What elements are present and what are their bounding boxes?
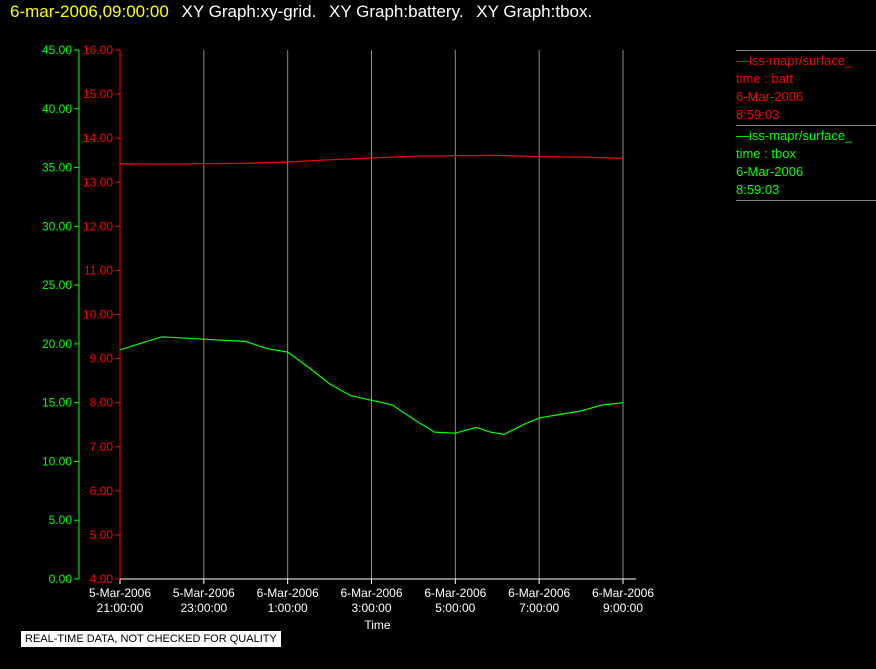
y-tick-label: 14.00 — [83, 131, 113, 145]
x-tick-label-time: 23:00:00 — [180, 601, 227, 615]
legend-series-date: 6-Mar-2006 — [736, 163, 876, 181]
y-tick-label: 8.00 — [90, 396, 114, 410]
y-tick-label: 13.00 — [83, 175, 113, 189]
x-tick-label-date: 6-Mar-2006 — [424, 586, 486, 600]
x-tick-label-date: 5-Mar-2006 — [173, 586, 235, 600]
y-tick-label: 16.00 — [83, 43, 113, 57]
x-tick-label-date: 6-Mar-2006 — [592, 586, 654, 600]
legend-series-name: —iss-mapr/surface_ — [736, 52, 876, 70]
x-tick-label-date: 6-Mar-2006 — [257, 586, 319, 600]
x-tick-label-time: 3:00:00 — [351, 601, 391, 615]
y-tick-label: 25.00 — [42, 278, 72, 292]
legend-series-time: 8:59:03 — [736, 106, 876, 124]
y-tick-label: 30.00 — [42, 219, 72, 233]
legend-entry-tbox[interactable]: —iss-mapr/surface_ time : tbox 6-Mar-200… — [736, 125, 876, 201]
y-tick-label: 0.00 — [49, 572, 73, 586]
y-tick-label: 4.00 — [90, 572, 114, 586]
y-tick-label: 11.00 — [84, 263, 113, 277]
y-tick-label: 10.00 — [83, 308, 113, 322]
y-tick-label: 5.00 — [90, 528, 114, 542]
y-tick-label: 12.00 — [83, 219, 113, 233]
x-tick-label-time: 5:00:00 — [435, 601, 475, 615]
legend-series-date: 6-Mar-2006 — [736, 88, 876, 106]
x-tick-label-date: 6-Mar-2006 — [508, 586, 570, 600]
x-tick-label-time: 21:00:00 — [97, 601, 144, 615]
x-tick-label-date: 6-Mar-2006 — [340, 586, 402, 600]
y-tick-label: 20.00 — [42, 337, 72, 351]
legend-series-time: 8:59:03 — [736, 181, 876, 199]
y-tick-label: 5.00 — [49, 513, 73, 527]
legend: —iss-mapr/surface_ time : batt 6-Mar-200… — [736, 50, 876, 201]
y-tick-label: 10.00 — [42, 454, 72, 468]
legend-series-vars: time : tbox — [736, 145, 876, 163]
x-tick-label-time: 7:00:00 — [519, 601, 559, 615]
y-tick-label: 15.00 — [42, 396, 72, 410]
y-tick-label: 45.00 — [42, 43, 72, 57]
x-tick-label-date: 5-Mar-2006 — [89, 586, 151, 600]
x-axis-label: Time — [364, 618, 391, 632]
y-tick-label: 9.00 — [90, 352, 114, 366]
y-tick-label: 35.00 — [42, 161, 72, 175]
x-tick-label-time: 9:00:00 — [603, 601, 643, 615]
y-tick-label: 7.00 — [90, 440, 114, 454]
y-tick-label: 40.00 — [42, 102, 72, 116]
legend-series-vars: time : batt — [736, 70, 876, 88]
legend-series-name: —iss-mapr/surface_ — [736, 127, 876, 145]
quality-notice: REAL-TIME DATA, NOT CHECKED FOR QUALITY — [21, 631, 281, 647]
x-tick-label-time: 1:00:00 — [268, 601, 308, 615]
legend-entry-batt[interactable]: —iss-mapr/surface_ time : batt 6-Mar-200… — [736, 50, 876, 125]
y-tick-label: 6.00 — [90, 484, 114, 498]
y-tick-label: 15.00 — [83, 87, 113, 101]
